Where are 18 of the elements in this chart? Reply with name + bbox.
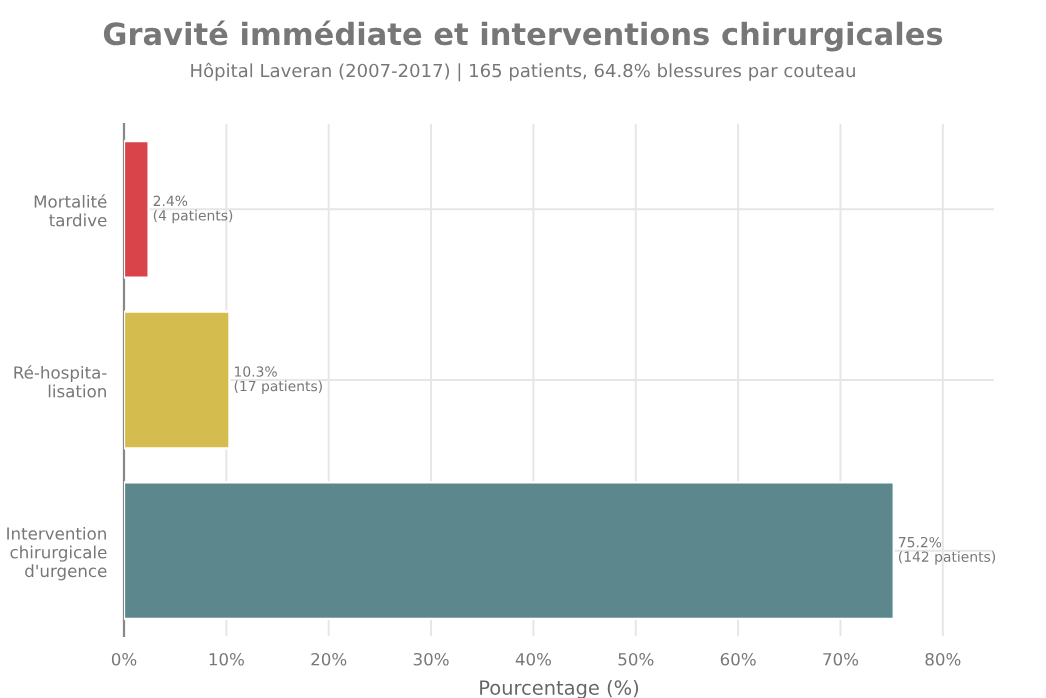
y-tick-label: Intervention chirurgicale d'urgence bbox=[7, 526, 107, 581]
x-tick-label: 60% bbox=[720, 652, 756, 666]
bar bbox=[124, 310, 231, 450]
bar bbox=[124, 481, 895, 621]
x-tick-label: 0% bbox=[111, 652, 137, 666]
x-tick-label: 50% bbox=[618, 652, 654, 666]
x-tick-label: 20% bbox=[311, 652, 347, 666]
x-tick-label: 10% bbox=[209, 652, 244, 666]
x-tick-label: 70% bbox=[823, 652, 859, 666]
y-tick-label: Mortalité tardive bbox=[34, 194, 107, 227]
chart-subtitle: Hôpital Laveran (2007-2017) | 165 patients, 64.8% blessures par couteau bbox=[191, 62, 855, 82]
x-axis-title: Pourcentage (%) bbox=[480, 679, 639, 698]
bar bbox=[124, 139, 150, 279]
x-tick-label: 80% bbox=[925, 652, 961, 666]
y-tick-label: Ré-hospita- lisation bbox=[14, 365, 107, 398]
x-tick-label: 30% bbox=[413, 652, 449, 666]
x-tick-label: 40% bbox=[515, 652, 552, 666]
chart-title: Gravité immédiate et interventions chirurgicales bbox=[103, 20, 943, 52]
